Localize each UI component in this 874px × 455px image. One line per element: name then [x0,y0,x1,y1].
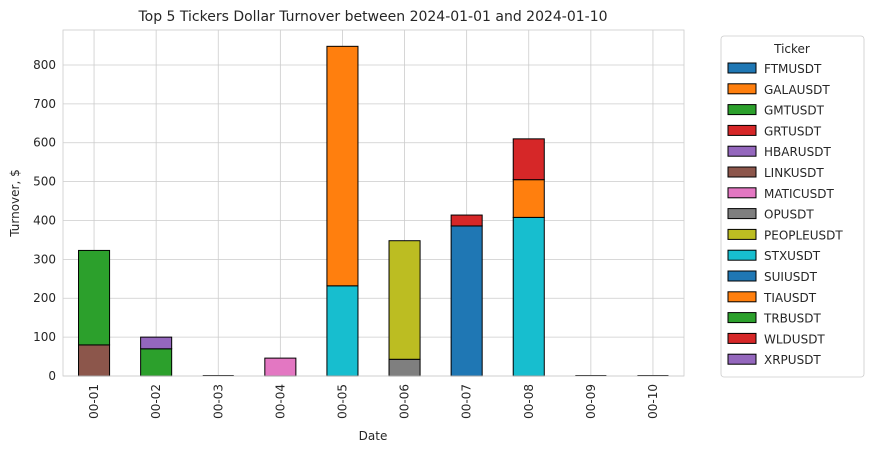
legend-box [720,35,865,378]
legend-label-tiausdt: TIAUSDT [763,291,817,305]
legend-label-gmtusdt: GMTUSDT [764,104,825,118]
plot-frame [62,29,685,377]
x-tick-label: 00-10 [646,384,660,419]
bar-suiusdt-00-07 [450,225,483,377]
x-tick-label: 00-09 [584,384,598,419]
x-tick-label: 00-01 [87,384,101,419]
legend: Ticker FTMUSDT GALAUSDT GMTUSDT GRTUSDT HBAR… [720,35,865,378]
legend-swatch-linkusdt [727,166,757,178]
y-tick-label: 600 [33,136,56,150]
x-tick-label: 00-04 [273,384,287,419]
bar-linkusdt-00-01 [78,344,111,377]
bar-tiausdt-00-08 [512,179,545,218]
legend-swatch-suiusdt [727,270,757,282]
legend-swatch-maticusdt [727,187,757,199]
x-tick-label: 00-02 [149,384,163,419]
bar-maticusdt-00-04 [264,357,297,377]
y-tick-label: 500 [33,175,56,189]
legend-label-linkusdt: LINKUSDT [764,166,824,180]
chart-title: Top 5 Tickers Dollar Turnover between 20… [137,9,607,25]
x-tick-label: 00-06 [398,384,412,419]
y-tick-label: 200 [33,291,56,305]
legend-swatch-galausdt [727,83,757,95]
bar-stxusdt-00-08 [512,216,545,377]
bar-trbusdt-00-01 [78,249,111,346]
x-tick-label: 00-03 [211,384,225,419]
legend-label-trbusdt: TRBUSDT [763,312,822,326]
legend-label-galausdt: GALAUSDT [764,83,830,97]
y-axis-label: Turnover, $ [8,169,22,237]
legend-swatch-tiausdt [727,291,757,303]
y-tick-label: 800 [33,58,56,72]
bar-hbarusdt-00-02 [140,336,173,350]
bars [78,45,669,377]
legend-label-suiusdt: SUIUSDT [764,270,818,284]
legend-title: Ticker [773,42,810,56]
legend-label-stxusdt: STXUSDT [764,249,821,263]
bar-opusdt-00-06 [388,358,421,377]
legend-label-hbarusdt: HBARUSDT [764,145,831,159]
y-tick-label: 700 [33,97,56,111]
bar-tiausdt-00-05 [326,45,359,287]
legend-label-wldusdt: WLDUSDT [764,332,825,346]
x-tick-label: 00-05 [335,384,349,419]
legend-label-ftmusdt: FTMUSDT [764,62,822,76]
gridlines [63,30,684,377]
legend-label-peopleusdt: PEOPLEUSDT [764,228,843,242]
y-tick-label: 100 [33,330,56,344]
x-axis-label: Date [359,429,388,443]
bar-wldusdt-00-07 [450,214,483,227]
legend-swatch-opusdt [727,208,757,220]
y-tick-label: 400 [33,213,56,227]
x-tick-label: 00-08 [522,384,536,419]
legend-swatch-stxusdt [727,249,757,261]
legend-swatch-hbarusdt [727,145,757,157]
bar-wldusdt-00-08 [512,138,545,181]
legend-swatch-gmtusdt [727,104,757,116]
bar-stxusdt-00-05 [326,285,359,377]
bar-gmtusdt-00-02 [140,348,173,377]
legend-label-opusdt: OPUSDT [764,208,814,222]
legend-swatch-grtusdt [727,124,757,136]
legend-swatch-trbusdt [727,312,757,324]
legend-swatch-xrpusdt [727,353,757,365]
legend-swatch-wldusdt [727,332,757,344]
y-tick-label: 300 [33,252,56,266]
y-tick-label: 0 [48,369,56,383]
legend-swatch-ftmusdt [727,62,757,74]
legend-label-grtusdt: GRTUSDT [764,124,822,138]
legend-label-maticusdt: MATICUSDT [764,187,835,201]
legend-label-xrpusdt: XRPUSDT [764,353,821,367]
axes: 0 100 200 300 400 500 600 700 800 00-01 00-02 00-03… [33,29,685,419]
bar-peopleusdt-00-06 [388,240,421,360]
legend-swatch-peopleusdt [727,228,757,240]
x-tick-label: 00-07 [460,384,474,419]
